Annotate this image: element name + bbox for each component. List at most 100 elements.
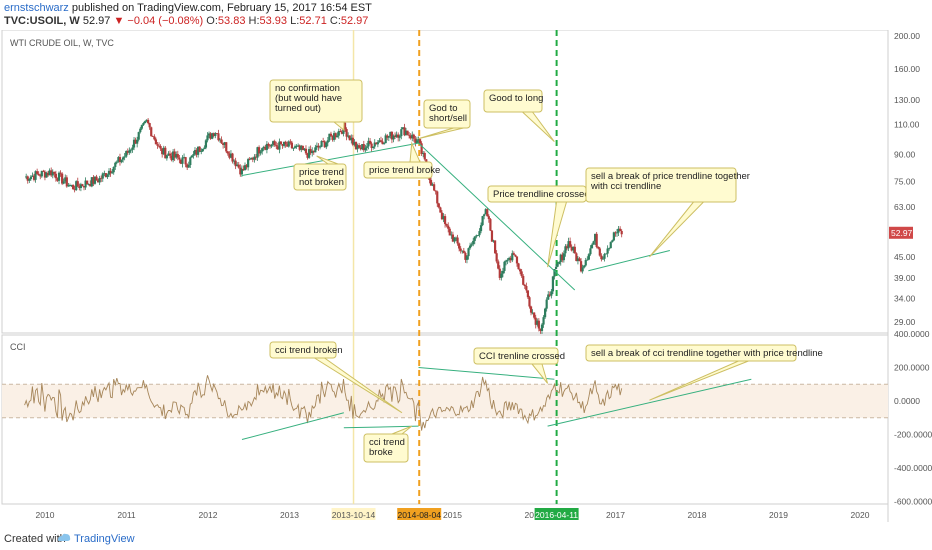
- candle-body: [36, 171, 39, 174]
- candle-body: [401, 127, 404, 130]
- annotation-text: God to: [429, 103, 458, 114]
- candle-body: [576, 258, 580, 262]
- candle-body: [534, 317, 537, 325]
- candle-body: [600, 255, 603, 260]
- annotation-box[interactable]: [269, 341, 337, 359]
- candle-body: [320, 141, 323, 147]
- candle-body: [67, 185, 70, 187]
- price-panel[interactable]: [1, 30, 889, 334]
- annotation-box[interactable]: [483, 89, 543, 113]
- chart-svg[interactable]: WTI CRUDE OIL, W, TVC CCI 200.00 160.00 130.…: [0, 30, 932, 522]
- x-marker-2016-04-11: [534, 508, 579, 520]
- annotation-box[interactable]: [423, 99, 471, 129]
- candle-body: [398, 136, 401, 138]
- candle-body: [203, 147, 206, 149]
- candle-body: [587, 254, 590, 260]
- cci-trendline-rising: [547, 378, 752, 427]
- x-tick-label: 2016: [525, 510, 544, 520]
- annotation-box[interactable]: [585, 167, 737, 203]
- candle-body: [433, 184, 436, 191]
- candle-body: [453, 237, 456, 242]
- candle-body: [278, 141, 281, 150]
- candle-body: [103, 173, 106, 174]
- candle-body: [189, 157, 192, 166]
- candle-body: [231, 153, 234, 162]
- candle-body: [101, 173, 104, 179]
- candle-body: [361, 144, 364, 150]
- candle-body: [139, 128, 142, 133]
- tradingview-logo-icon: [58, 533, 71, 541]
- price-trendline-rising: [241, 142, 419, 176]
- annotation-text: (but would have: [275, 93, 342, 104]
- annotation-box[interactable]: [363, 433, 409, 463]
- candle-body: [198, 146, 201, 152]
- candle-body: [93, 176, 97, 184]
- candle-body: [475, 235, 478, 237]
- candle-body: [362, 144, 365, 151]
- candle-body: [497, 261, 500, 269]
- chart-frame[interactable]: WTI CRUDE OIL, W, TVC CCI 200.00 160.00 130.…: [0, 30, 932, 522]
- candle-body: [287, 141, 290, 147]
- low-value: 52.71: [299, 15, 327, 27]
- candle-body: [218, 139, 222, 141]
- candle-body: [29, 176, 32, 180]
- candle-body: [558, 261, 561, 264]
- author-link[interactable]: ernstschwarz: [4, 2, 69, 14]
- cci-tick-label: 0.0000: [894, 396, 920, 406]
- annotation-box[interactable]: [473, 347, 559, 365]
- candle-body: [611, 240, 614, 243]
- candle-body: [290, 142, 294, 149]
- candle-body: [323, 141, 326, 148]
- candle-body: [389, 131, 392, 137]
- candle-body: [247, 159, 250, 168]
- candle-body: [367, 140, 370, 147]
- x-tick-label: 2020: [851, 510, 870, 520]
- candle-body: [301, 145, 304, 151]
- candle-body: [76, 181, 79, 187]
- candle-body: [167, 153, 170, 156]
- candle-body: [372, 146, 375, 148]
- candle-body: [522, 276, 525, 285]
- cci-trendline-1: [241, 412, 344, 441]
- annotation-text: broke: [369, 447, 393, 458]
- candle-body: [537, 320, 540, 329]
- candle-body: [465, 256, 469, 260]
- candle-body: [448, 228, 451, 236]
- low-label: L:: [290, 15, 300, 27]
- candle-body: [43, 171, 47, 178]
- candle-body: [284, 141, 287, 145]
- annotation-box[interactable]: [293, 163, 347, 191]
- candle-body: [467, 248, 470, 257]
- annotation-box[interactable]: [363, 161, 433, 179]
- candle-body: [423, 153, 426, 160]
- candle-body: [508, 257, 511, 260]
- price-tick-label: 75.00: [894, 176, 916, 186]
- candle-body: [528, 297, 531, 307]
- candle-body: [257, 147, 261, 154]
- candle-body: [609, 242, 612, 249]
- candle-body: [583, 265, 586, 268]
- candle-body: [506, 259, 509, 261]
- x-tick-label: 2011: [117, 510, 136, 520]
- candle-body: [383, 143, 386, 145]
- candle-body: [220, 139, 223, 144]
- candle-body: [484, 209, 487, 215]
- candle-body: [293, 146, 297, 148]
- candle-body: [556, 263, 559, 267]
- candle-body: [275, 145, 278, 147]
- candle-body: [397, 134, 400, 138]
- candle-body: [336, 135, 339, 138]
- annotation-box[interactable]: [585, 344, 797, 362]
- cci-trendline-2: [343, 425, 419, 429]
- candle-body: [81, 184, 84, 187]
- annotation-text: cci trend broken: [275, 345, 343, 356]
- candle-body: [197, 146, 200, 155]
- candle-body: [25, 176, 28, 178]
- candle-body: [201, 148, 204, 152]
- annotation-box[interactable]: [269, 79, 363, 123]
- candle-body: [211, 133, 214, 139]
- tradingview-brand[interactable]: TradingView: [74, 533, 135, 545]
- candle-body: [264, 146, 267, 150]
- candle-body: [598, 248, 601, 256]
- cci-panel-title: CCI: [10, 342, 26, 352]
